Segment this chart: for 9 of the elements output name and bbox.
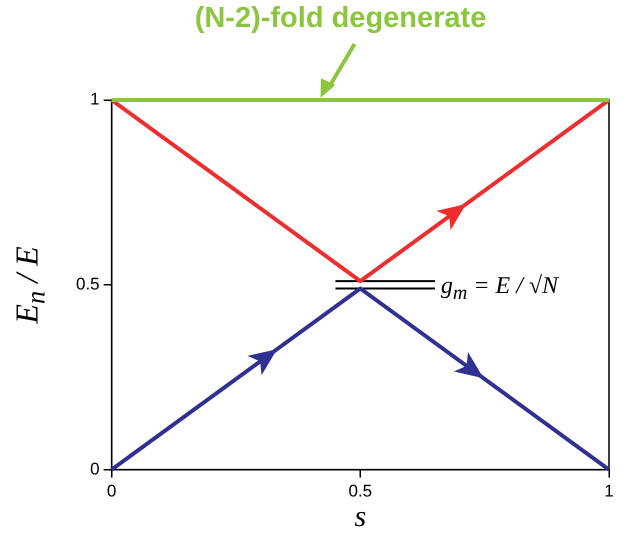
annotation: g$_{m}$ = E / √N [440, 273, 558, 305]
x-tick-label: 1 [604, 481, 614, 500]
x-axis-title: s [354, 500, 366, 534]
annotation: (N-2)-fold degenerate [194, 2, 486, 35]
y-tick-label: 0 [90, 459, 100, 478]
x-tick-label: 0 [106, 481, 116, 500]
y-tick-label: 1 [90, 90, 100, 109]
y-tick-label: 0.5 [76, 274, 100, 294]
x-tick-label: 0.5 [348, 481, 372, 500]
